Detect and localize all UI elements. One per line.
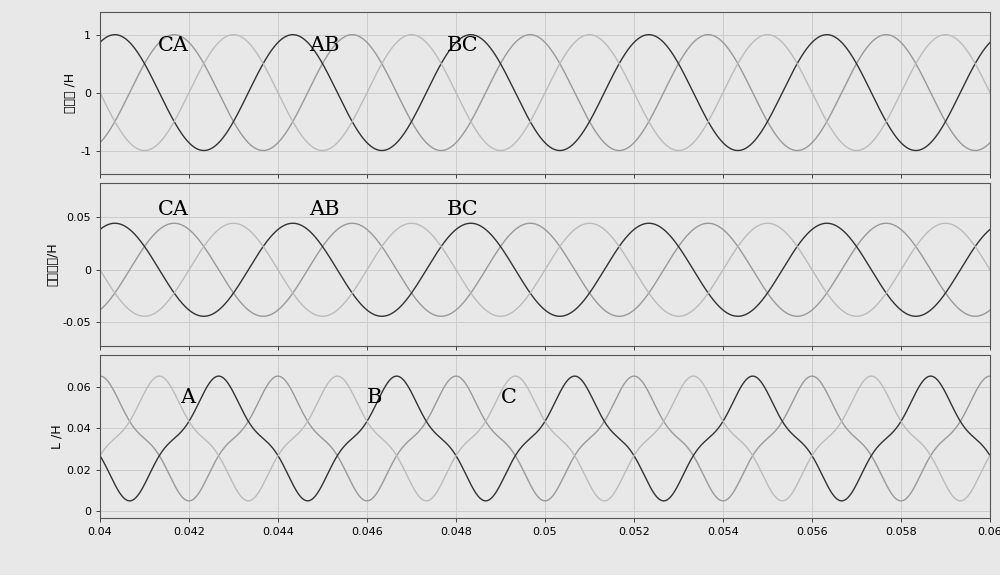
Y-axis label: 差値电感/H: 差値电感/H bbox=[47, 243, 60, 286]
Y-axis label: 单位化 /H: 单位化 /H bbox=[64, 72, 77, 113]
Text: B: B bbox=[367, 388, 382, 407]
Y-axis label: L /H: L /H bbox=[50, 424, 63, 448]
Text: C: C bbox=[501, 388, 516, 407]
Text: BC: BC bbox=[447, 200, 479, 219]
Text: AB: AB bbox=[309, 200, 340, 219]
Text: BC: BC bbox=[447, 36, 479, 55]
Text: CA: CA bbox=[158, 36, 189, 55]
Text: CA: CA bbox=[158, 200, 189, 219]
Text: AB: AB bbox=[309, 36, 340, 55]
Text: A: A bbox=[180, 388, 195, 407]
